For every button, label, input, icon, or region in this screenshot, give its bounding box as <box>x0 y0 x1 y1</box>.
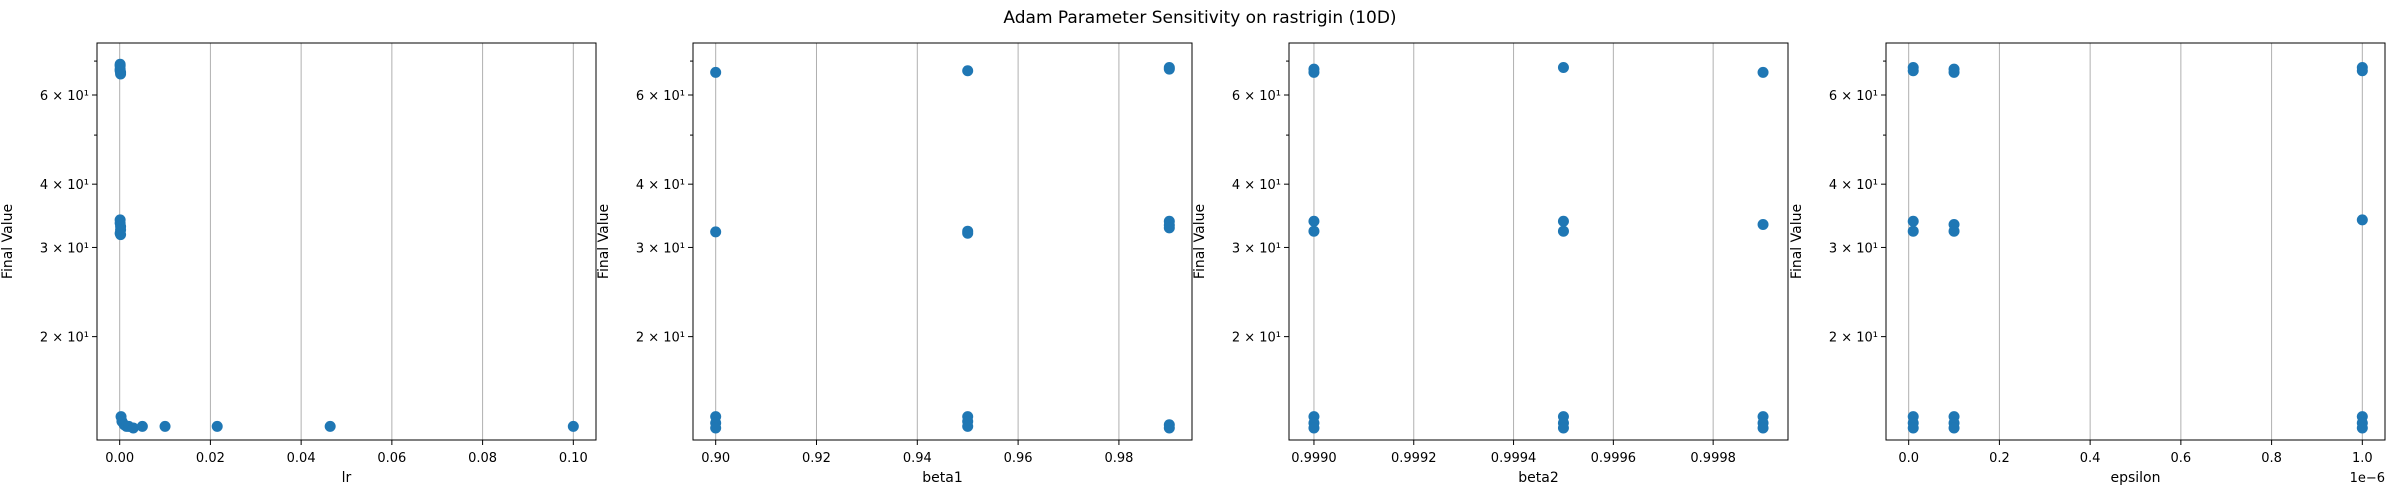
data-point <box>114 58 126 70</box>
data-point <box>115 229 127 241</box>
data-point <box>1163 422 1175 434</box>
x-axis-label: epsilon <box>2110 470 2160 486</box>
axes-frame <box>1885 42 2386 441</box>
y-tick-label: 2 × 10¹ <box>636 331 685 346</box>
data-point <box>1907 422 1919 434</box>
y-axis-label: Final Value <box>596 204 612 279</box>
data-point <box>127 422 139 434</box>
data-point <box>962 420 974 432</box>
y-tick-label: 2 × 10¹ <box>40 331 89 346</box>
y-axis-label: Final Value <box>0 204 16 279</box>
x-tick-label: 0.9998 <box>1690 451 1736 466</box>
x-axis-label: beta1 <box>922 470 962 486</box>
data-point <box>2356 65 2368 77</box>
x-tick-label: 0.9992 <box>1391 451 1437 466</box>
y-tick-label: 6 × 10¹ <box>1829 89 1878 104</box>
data-point <box>1907 215 1919 227</box>
data-point <box>324 420 336 432</box>
subplot-beta2: 0.9990 0.9992 0.9994 0.9996 0.9998 2 × 10¹ 3 ×… <box>1192 42 1789 486</box>
y-tick-label: 6 × 10¹ <box>636 89 685 104</box>
subplot-lr: 0.00 0.02 0.04 0.06 0.08 0.10 2 × 10¹ 3 × 10¹ 4 … <box>0 42 597 486</box>
axes-frame <box>692 42 1193 441</box>
y-tick-label: 3 × 10¹ <box>636 241 685 256</box>
x-tick-label: 0.92 <box>802 451 831 466</box>
x-tick-label: 0.9990 <box>1291 451 1337 466</box>
data-point <box>1557 422 1569 434</box>
axes-frame <box>96 42 597 441</box>
data-point <box>1948 66 1960 78</box>
x-axis-label: lr <box>342 470 352 486</box>
data-point <box>1308 215 1320 227</box>
subplot-grid: 0.00 0.02 0.04 0.06 0.08 0.10 2 × 10¹ 3 × 10¹ 4 … <box>0 42 2386 486</box>
data-point <box>710 422 722 434</box>
data-point <box>1948 225 1960 237</box>
data-point <box>1557 225 1569 237</box>
y-tick-label: 2 × 10¹ <box>1232 331 1281 346</box>
x-tick-label: 0.98 <box>1104 451 1133 466</box>
data-point <box>1757 66 1769 78</box>
y-tick-label: 4 × 10¹ <box>636 178 685 193</box>
data-point <box>1907 225 1919 237</box>
data-point <box>1948 422 1960 434</box>
x-tick-label: 0.9996 <box>1591 451 1637 466</box>
data-point <box>1757 218 1769 230</box>
data-point <box>710 226 722 238</box>
x-tick-label: 0.06 <box>377 451 406 466</box>
data-point <box>1308 66 1320 78</box>
data-point <box>962 227 974 239</box>
data-point <box>1557 215 1569 227</box>
axes-frame <box>1288 42 1789 441</box>
x-tick-label: 0.90 <box>701 451 730 466</box>
x-tick-label: 0.8 <box>2261 451 2282 466</box>
x-tick-label: 0.6 <box>2171 451 2192 466</box>
y-tick-label: 3 × 10¹ <box>40 241 89 256</box>
x-tick-label: 0.94 <box>903 451 932 466</box>
y-tick-label: 2 × 10¹ <box>1829 331 1878 346</box>
subplot-epsilon: 0.0 0.2 0.4 0.6 0.8 1.0 2 × 10¹ 3 × 10¹ 4 × 10¹ 6… <box>1789 42 2386 486</box>
y-tick-label: 3 × 10¹ <box>1829 241 1878 256</box>
x-axis-offset-label: 1e−6 <box>2350 471 2385 486</box>
data-point <box>1308 422 1320 434</box>
x-tick-label: 0.00 <box>105 451 134 466</box>
data-point <box>1757 422 1769 434</box>
x-tick-label: 0.10 <box>559 451 588 466</box>
data-point <box>136 420 148 432</box>
data-point <box>115 68 127 80</box>
subplot-beta1: 0.90 0.92 0.94 0.96 0.98 2 × 10¹ 3 × 10¹ 4 × 10… <box>596 42 1193 486</box>
data-point <box>2356 214 2368 226</box>
data-point <box>567 420 579 432</box>
data-point <box>710 66 722 78</box>
y-axis-label: Final Value <box>1789 204 1805 279</box>
y-tick-label: 4 × 10¹ <box>1232 178 1281 193</box>
data-point <box>1557 61 1569 73</box>
data-point <box>1163 222 1175 234</box>
data-point <box>1163 63 1175 75</box>
data-point <box>159 420 171 432</box>
y-tick-label: 4 × 10¹ <box>1829 178 1878 193</box>
data-point <box>211 420 223 432</box>
x-tick-label: 0.0 <box>1898 451 1919 466</box>
data-point <box>1308 225 1320 237</box>
x-tick-label: 0.2 <box>1989 451 2010 466</box>
x-tick-label: 0.9994 <box>1491 451 1537 466</box>
y-tick-label: 4 × 10¹ <box>40 178 89 193</box>
y-tick-label: 3 × 10¹ <box>1232 241 1281 256</box>
x-tick-label: 0.08 <box>468 451 497 466</box>
y-tick-label: 6 × 10¹ <box>40 89 89 104</box>
x-tick-label: 0.02 <box>196 451 225 466</box>
x-axis-label: beta2 <box>1518 470 1558 486</box>
data-point <box>1907 65 1919 77</box>
x-tick-label: 0.4 <box>2080 451 2101 466</box>
data-point <box>2356 422 2368 434</box>
y-axis-label: Final Value <box>1192 204 1208 279</box>
x-tick-label: 1.0 <box>2352 451 2373 466</box>
y-tick-label: 6 × 10¹ <box>1232 89 1281 104</box>
figure-title: Adam Parameter Sensitivity on rastrigin … <box>1003 8 1396 28</box>
data-point <box>962 65 974 77</box>
x-tick-label: 0.96 <box>1004 451 1033 466</box>
x-tick-label: 0.04 <box>287 451 316 466</box>
